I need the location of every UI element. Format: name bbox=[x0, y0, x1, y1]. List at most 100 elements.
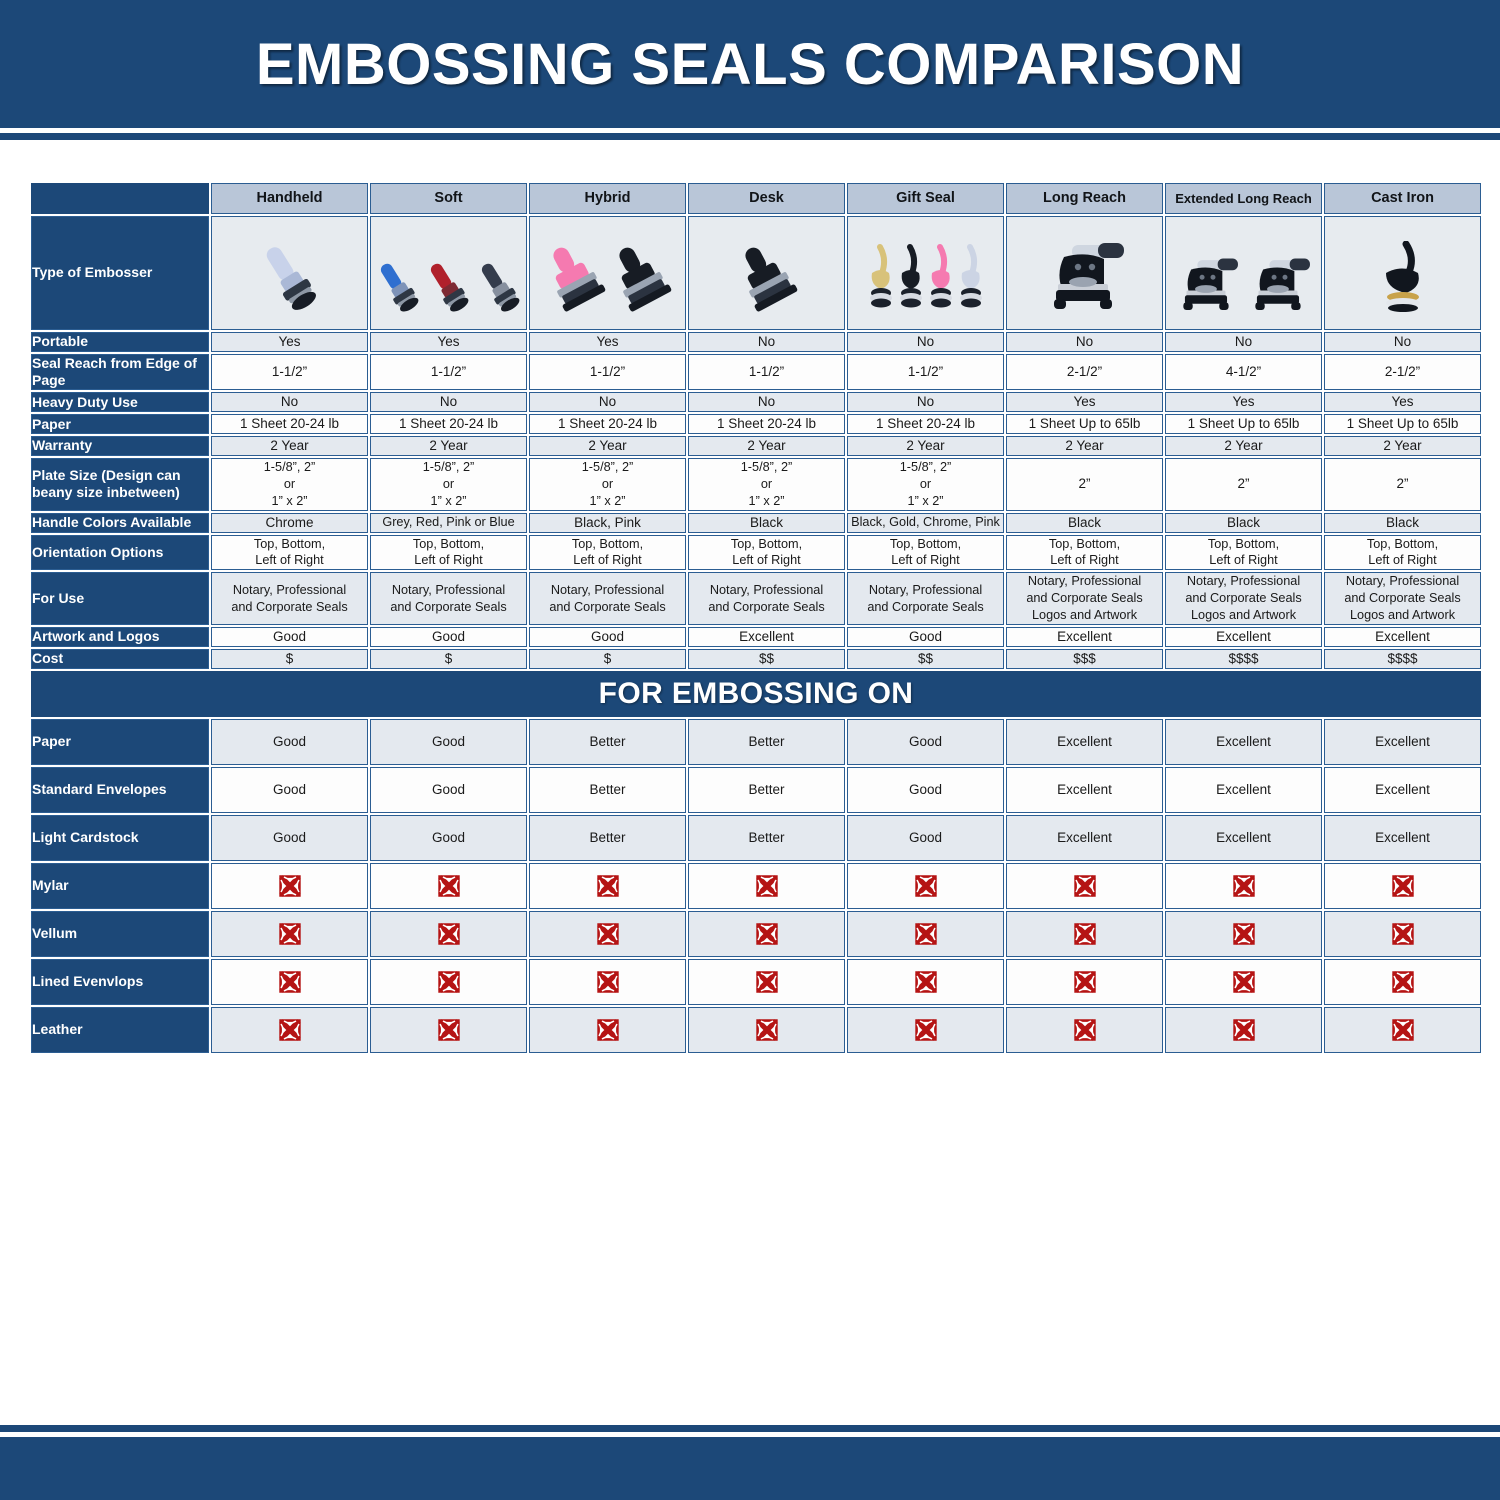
table-cell: No bbox=[211, 392, 368, 413]
column-header-handheld[interactable]: Handheld bbox=[211, 183, 368, 214]
table-cell: $$$$ bbox=[1165, 649, 1322, 669]
table-cell: Excellent bbox=[1006, 766, 1163, 813]
column-header-gift_seal[interactable]: Gift Seal bbox=[847, 183, 1004, 214]
table-cell bbox=[688, 862, 845, 909]
column-header-soft[interactable]: Soft bbox=[370, 183, 527, 214]
table-cell bbox=[1006, 1006, 1163, 1053]
table-cell: 1-5/8”, 2” or 1” x 2” bbox=[529, 457, 686, 511]
banner-divider-rule bbox=[0, 133, 1500, 140]
long-reach-embosser-image bbox=[1006, 216, 1163, 330]
column-header-desk[interactable]: Desk bbox=[688, 183, 845, 214]
table-cell: $$ bbox=[688, 649, 845, 669]
table-cell: 2” bbox=[1006, 457, 1163, 511]
table-cell bbox=[1006, 862, 1163, 909]
column-header-extended_long_reach[interactable]: Extended Long Reach bbox=[1165, 183, 1322, 214]
table-cell bbox=[1165, 910, 1322, 957]
table-cell bbox=[1324, 862, 1481, 909]
table-row: Portable Yes Yes Yes No No No No No bbox=[31, 332, 1481, 352]
table-cell: 2 Year bbox=[370, 436, 527, 456]
table-cell bbox=[1165, 1006, 1322, 1053]
table-cell: Excellent bbox=[1165, 814, 1322, 861]
table-cell: 1 Sheet 20-24 lb bbox=[370, 414, 527, 435]
broken-image-icon bbox=[1073, 1018, 1097, 1042]
table-cell: Notary, Professional and Corporate Seals bbox=[688, 572, 845, 626]
table-row: Heavy Duty Use No No No No No Yes Yes Yes bbox=[31, 392, 1481, 413]
table-cell: 2 Year bbox=[1006, 436, 1163, 456]
table-cell: 1-1/2” bbox=[688, 353, 845, 391]
table-cell: 1-5/8”, 2” or 1” x 2” bbox=[211, 457, 368, 511]
row-label-text: Artwork and Logos bbox=[32, 628, 160, 645]
table-row: Seal Reach from Edge of Page 1-1/2” 1-1/2”… bbox=[31, 353, 1481, 391]
row-label-text: Handle Colors Available bbox=[32, 514, 192, 531]
table-cell: Black bbox=[1165, 512, 1322, 533]
broken-image-icon bbox=[914, 1018, 938, 1042]
table-cell: Excellent bbox=[1324, 627, 1481, 647]
row-label-cell: Artwork and Logos bbox=[31, 627, 209, 647]
table-cell: Excellent bbox=[1165, 718, 1322, 765]
column-header-cast_iron[interactable]: Cast Iron bbox=[1324, 183, 1481, 214]
broken-image-icon bbox=[596, 970, 620, 994]
table-cell: Good bbox=[370, 766, 527, 813]
table-cell: Excellent bbox=[688, 627, 845, 647]
broken-image-icon bbox=[437, 922, 461, 946]
gift-seal-embosser-image bbox=[847, 216, 1004, 330]
row-label-text: Type of Embosser bbox=[32, 264, 153, 281]
row-label-text: Portable bbox=[32, 333, 89, 350]
broken-image-icon bbox=[1232, 874, 1256, 898]
table-cell: 2-1/2” bbox=[1006, 353, 1163, 391]
broken-image-icon bbox=[596, 874, 620, 898]
column-header-hybrid[interactable]: Hybrid bbox=[529, 183, 686, 214]
table-row: Plate Size (Design can beany size inbetw… bbox=[31, 457, 1481, 511]
row-label-cell: Type of Embosser bbox=[31, 216, 209, 330]
broken-image-icon bbox=[437, 970, 461, 994]
broken-image-icon bbox=[755, 1018, 779, 1042]
column-header-long_reach[interactable]: Long Reach bbox=[1006, 183, 1163, 214]
table-row: Leather bbox=[31, 1006, 1481, 1053]
table-cell: 1 Sheet Up to 65lb bbox=[1324, 414, 1481, 435]
table-row: Type of Embosser bbox=[31, 216, 1481, 330]
broken-image-icon bbox=[278, 970, 302, 994]
table-cell: 1-1/2” bbox=[370, 353, 527, 391]
table-cell: No bbox=[688, 332, 845, 352]
table-cell bbox=[529, 1006, 686, 1053]
table-cell: Good bbox=[211, 627, 368, 647]
table-cell: 2” bbox=[1324, 457, 1481, 511]
comparison-table-wrapper: Handheld Soft Hybrid Desk Gift Seal Long Reac… bbox=[29, 181, 1481, 1055]
table-cell: Notary, Professional and Corporate Seals bbox=[847, 572, 1004, 626]
table-cell: Excellent bbox=[1324, 766, 1481, 813]
table-cell: Excellent bbox=[1165, 627, 1322, 647]
table-cell: Notary, Professional and Corporate Seals bbox=[370, 572, 527, 626]
broken-image-icon bbox=[1232, 1018, 1256, 1042]
table-cell: 1 Sheet 20-24 lb bbox=[211, 414, 368, 435]
table-cell: Notary, Professional and Corporate Seals L… bbox=[1006, 572, 1163, 626]
table-cell: Grey, Red, Pink or Blue bbox=[370, 512, 527, 533]
broken-image-icon bbox=[1073, 970, 1097, 994]
row-label-cell: Vellum bbox=[31, 910, 209, 957]
table-cell: 1-1/2” bbox=[529, 353, 686, 391]
row-label-cell: Orientation Options bbox=[31, 534, 209, 571]
broken-image-icon bbox=[755, 922, 779, 946]
table-cell: No bbox=[1165, 332, 1322, 352]
table-cell: Excellent bbox=[1006, 718, 1163, 765]
table-cell: 1-5/8”, 2” or 1” x 2” bbox=[847, 457, 1004, 511]
table-cell: No bbox=[1006, 332, 1163, 352]
table-cell: No bbox=[529, 392, 686, 413]
table-cell: Black bbox=[688, 512, 845, 533]
table-cell: Top, Bottom, Left of Right bbox=[688, 534, 845, 571]
table-cell: Top, Bottom, Left of Right bbox=[370, 534, 527, 571]
broken-image-icon bbox=[437, 1018, 461, 1042]
table-row: For Use Notary, Professional and Corporate… bbox=[31, 572, 1481, 626]
table-cell bbox=[688, 1006, 845, 1053]
table-row: Paper 1 Sheet 20-24 lb 1 Sheet 20-24 lb 1 S… bbox=[31, 414, 1481, 435]
page-banner: EMBOSSING SEALS COMPARISON bbox=[0, 0, 1500, 128]
row-label-text: Warranty bbox=[32, 437, 93, 454]
table-cell: Top, Bottom, Left of Right bbox=[1324, 534, 1481, 571]
table-cell: $$$ bbox=[1006, 649, 1163, 669]
broken-image-icon bbox=[437, 874, 461, 898]
broken-image-icon bbox=[755, 970, 779, 994]
handheld-embosser-image bbox=[211, 216, 368, 330]
extended-long-reach-embosser-image bbox=[1165, 216, 1322, 330]
broken-image-icon bbox=[278, 874, 302, 898]
table-cell: No bbox=[1324, 332, 1481, 352]
for-embossing-on-band: FOR EMBOSSING ON bbox=[31, 670, 1481, 717]
